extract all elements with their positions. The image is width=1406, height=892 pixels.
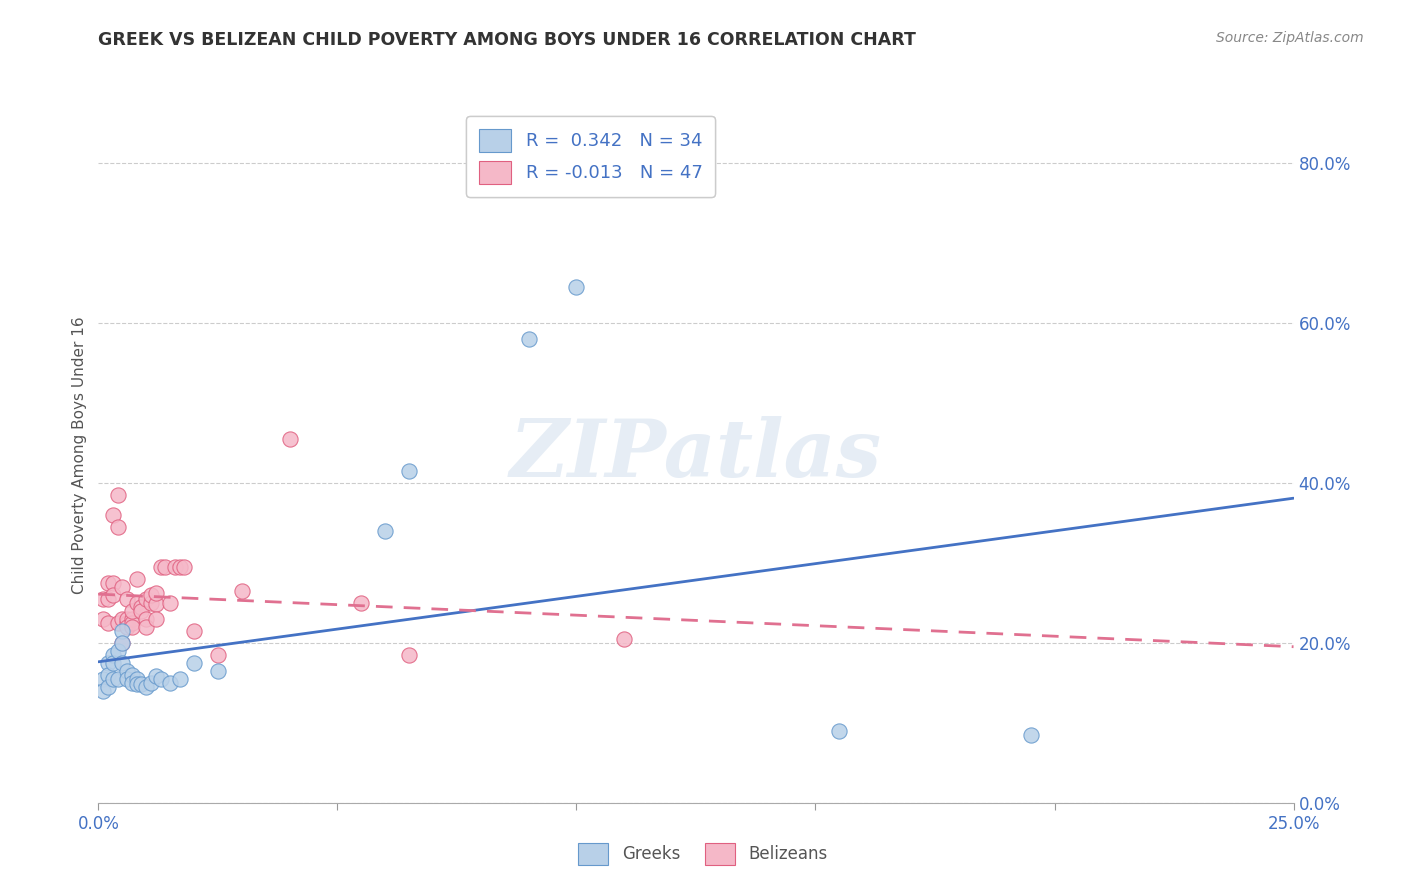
Point (125, 672, 148, 686)
Point (111, 612, 134, 626)
Point (155, 560, 177, 574)
Point (107, 520, 129, 534)
Point (115, 591, 138, 606)
Point (207, 664, 229, 678)
Point (278, 432, 301, 446)
Point (107, 644, 129, 658)
Point (97, 656, 120, 670)
Legend: R =  0.342   N = 34, R = -0.013   N = 47: R = 0.342 N = 34, R = -0.013 N = 47 (465, 116, 716, 197)
Point (97, 591, 120, 606)
Point (374, 524, 396, 538)
Point (101, 656, 124, 670)
Point (173, 560, 195, 574)
Point (121, 668, 143, 682)
Point (145, 612, 167, 626)
Point (131, 599, 153, 614)
Point (125, 677, 148, 691)
Point (97, 680, 120, 694)
Text: Source: ZipAtlas.com: Source: ZipAtlas.com (1216, 31, 1364, 45)
Point (1019, 728, 1042, 742)
Point (183, 656, 205, 670)
Point (139, 588, 162, 602)
Point (101, 575, 124, 590)
Point (97, 615, 120, 630)
Point (517, 332, 540, 346)
Point (163, 560, 186, 574)
Point (121, 612, 143, 626)
Point (121, 604, 143, 618)
Point (139, 596, 162, 610)
Point (159, 596, 181, 610)
Point (111, 636, 134, 650)
Point (101, 648, 124, 662)
Point (115, 620, 138, 634)
Point (91, 591, 114, 606)
Point (111, 656, 134, 670)
Point (565, 280, 588, 294)
Point (97, 575, 120, 590)
Point (135, 680, 157, 694)
Point (145, 669, 167, 683)
Point (121, 615, 143, 630)
Point (115, 672, 138, 686)
Point (91, 672, 114, 686)
Y-axis label: Child Poverty Among Boys Under 16: Child Poverty Among Boys Under 16 (72, 316, 87, 594)
Point (107, 615, 129, 630)
Point (101, 672, 124, 686)
Point (115, 612, 138, 626)
Point (111, 580, 134, 594)
Point (121, 620, 143, 634)
Point (135, 591, 157, 606)
Point (107, 488, 129, 502)
Point (231, 583, 253, 598)
Point (169, 672, 191, 686)
Point (207, 648, 229, 662)
Legend: Greeks, Belizeans: Greeks, Belizeans (568, 833, 838, 875)
Point (101, 508, 124, 522)
Point (131, 604, 153, 618)
Point (125, 596, 148, 610)
Point (398, 464, 420, 478)
Point (97, 668, 120, 682)
Point (131, 677, 153, 691)
Point (145, 598, 167, 612)
Point (125, 572, 148, 586)
Point (107, 672, 129, 686)
Point (159, 676, 181, 690)
Point (111, 624, 134, 638)
Point (828, 723, 851, 738)
Text: GREEK VS BELIZEAN CHILD POVERTY AMONG BOYS UNDER 16 CORRELATION CHART: GREEK VS BELIZEAN CHILD POVERTY AMONG BO… (98, 31, 917, 49)
Point (115, 664, 138, 678)
Point (121, 676, 143, 690)
Point (111, 636, 134, 650)
Point (139, 676, 162, 690)
Point (115, 615, 138, 630)
Point (145, 586, 167, 600)
Point (350, 596, 373, 610)
Point (91, 612, 114, 626)
Point (183, 624, 205, 638)
Point (91, 683, 114, 698)
Point (135, 620, 157, 634)
Point (149, 560, 172, 574)
Text: ZIPatlas: ZIPatlas (510, 417, 882, 493)
Point (613, 632, 636, 646)
Point (135, 612, 157, 626)
Point (169, 560, 191, 574)
Point (149, 672, 172, 686)
Point (101, 588, 124, 602)
Point (398, 648, 420, 662)
